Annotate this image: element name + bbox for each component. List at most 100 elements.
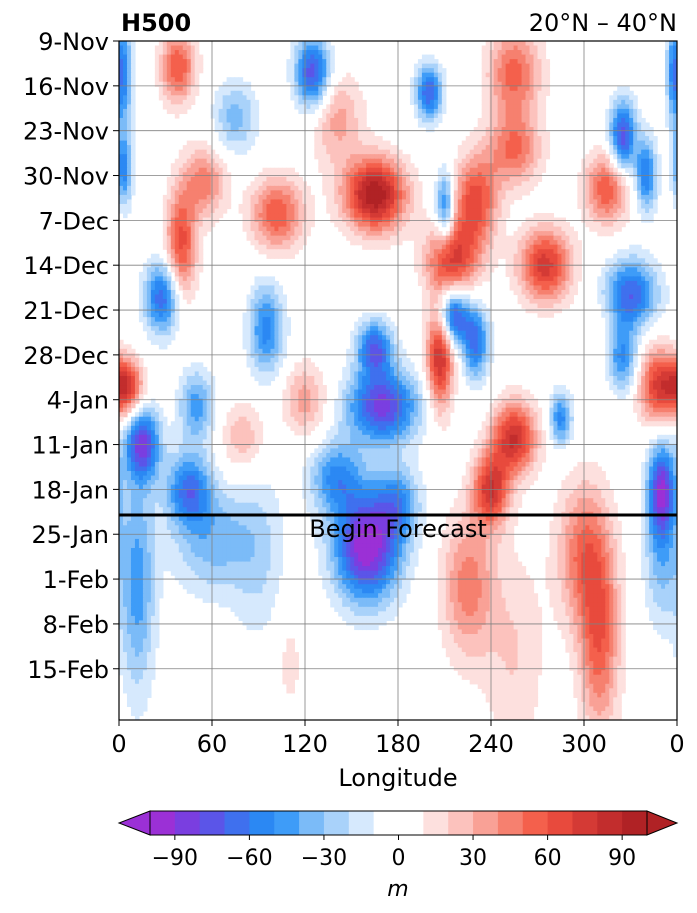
field-cell (298, 90, 303, 96)
field-cell (174, 240, 180, 246)
field-cell (294, 72, 299, 78)
field-cell (641, 136, 646, 142)
field-cell (262, 190, 268, 196)
field-cell (421, 68, 427, 74)
field-cell (525, 167, 531, 173)
field-cell (449, 244, 455, 250)
field-cell (473, 185, 479, 191)
field-cell (194, 222, 200, 228)
field-cell (441, 203, 447, 210)
field-cell (354, 181, 359, 187)
field-cell (637, 289, 642, 296)
field-cell (613, 271, 618, 277)
field-cell (266, 167, 272, 173)
field-cell (625, 131, 630, 137)
field-cell (437, 289, 443, 296)
field-cell (366, 140, 371, 146)
field-cell (649, 194, 654, 201)
field-cell (162, 72, 168, 78)
field-cell (637, 294, 642, 300)
field-cell (481, 113, 487, 119)
field-cell (469, 276, 475, 282)
field-cell (429, 240, 435, 246)
field-cell (230, 77, 236, 83)
field-cell (150, 326, 156, 332)
field-cell (194, 253, 200, 259)
field-cell (186, 203, 192, 210)
field-cell (605, 271, 610, 277)
field-cell (122, 113, 128, 119)
field-cell (437, 330, 443, 336)
field-cell (421, 213, 427, 219)
field-cell (382, 158, 387, 164)
field-cell (174, 41, 180, 47)
field-cell (182, 190, 188, 196)
field-cell (170, 54, 176, 60)
field-cell (509, 45, 515, 51)
field-cell (210, 190, 216, 196)
field-cell (182, 167, 188, 173)
field-cell (541, 308, 547, 314)
field-cell (521, 167, 527, 173)
field-cell (401, 194, 407, 201)
field-cell (126, 131, 132, 137)
field-cell (497, 203, 503, 210)
field-cell (246, 326, 252, 332)
field-cell (282, 335, 287, 341)
field-cell (569, 299, 574, 305)
field-cell (250, 117, 256, 124)
field-cell (445, 280, 451, 287)
field-cell (119, 122, 124, 128)
field-cell (214, 199, 220, 205)
field-cell (437, 326, 443, 332)
field-cell (633, 140, 638, 146)
field-cell (250, 140, 256, 146)
field-cell (461, 317, 467, 323)
field-cell (290, 199, 295, 205)
field-cell (621, 317, 626, 323)
field-cell (246, 348, 252, 354)
field-cell (130, 104, 136, 110)
field-cell (350, 154, 355, 160)
field-cell (509, 90, 515, 96)
field-cell (306, 77, 311, 83)
field-cell (322, 50, 327, 56)
field-cell (162, 222, 168, 228)
field-cell (541, 285, 547, 291)
field-cell (342, 190, 347, 196)
field-cell (362, 113, 367, 119)
field-cell (386, 335, 391, 341)
field-cell (605, 276, 610, 282)
field-cell (505, 131, 511, 137)
field-cell (166, 326, 172, 332)
field-cell (457, 213, 463, 219)
field-cell (645, 249, 650, 255)
field-cell (158, 59, 164, 65)
field-cell (629, 140, 634, 146)
field-cell (378, 330, 383, 336)
field-cell (653, 140, 658, 146)
field-cell (513, 244, 519, 250)
field-cell (130, 131, 136, 137)
field-cell (549, 235, 555, 241)
field-cell (358, 226, 363, 232)
field-cell (194, 185, 200, 191)
field-cell (378, 167, 383, 173)
field-cell (437, 213, 443, 219)
field-cell (585, 203, 590, 210)
field-cell (605, 308, 610, 314)
field-cell (489, 104, 495, 110)
field-cell (218, 185, 224, 191)
field-cell (318, 154, 323, 160)
field-cell (481, 63, 487, 69)
field-cell (517, 235, 523, 241)
field-cell (489, 136, 495, 142)
field-cell (481, 317, 487, 323)
field-cell (433, 86, 439, 92)
field-cell (405, 203, 411, 210)
field-cell (429, 335, 435, 341)
field-cell (342, 140, 347, 146)
field-cell (318, 68, 323, 74)
field-cell (182, 235, 188, 241)
field-cell (421, 303, 427, 309)
